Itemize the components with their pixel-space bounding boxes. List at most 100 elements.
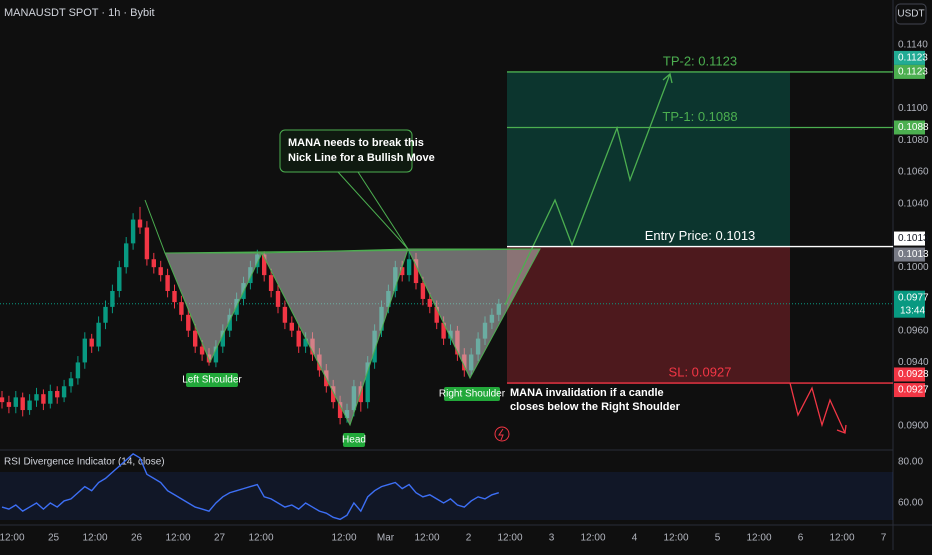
- y-tick-label: 0.1140: [898, 40, 928, 51]
- candle-body: [165, 275, 170, 291]
- candle-body: [193, 330, 198, 347]
- y-tick-label: 0.0900: [898, 421, 929, 432]
- x-tick-label: 12:00: [331, 533, 356, 544]
- event-icon-bolt: [498, 428, 504, 441]
- bear-arrowhead: [836, 424, 847, 434]
- y-tick-label: 0.1040: [898, 198, 929, 209]
- candle-body: [220, 330, 225, 347]
- x-tick-label: 12:00: [746, 533, 771, 544]
- candle-body: [296, 330, 301, 347]
- pattern-right-shoulder: [407, 248, 541, 380]
- candle-body: [186, 314, 191, 331]
- loss-zone: [507, 246, 790, 384]
- rsi-title: RSI Divergence Indicator (14, close): [4, 457, 165, 468]
- candle-body: [55, 391, 60, 398]
- candle-body: [289, 322, 294, 331]
- candle-body: [117, 267, 122, 291]
- price-badge-label: 0.1013: [898, 249, 929, 260]
- candle-body: [179, 302, 184, 315]
- currency-button[interactable]: [895, 3, 927, 25]
- right-shoulder-label: Right Shoulder: [439, 389, 506, 400]
- price-badge: [894, 290, 925, 318]
- candle-body: [227, 314, 232, 331]
- currency: USDT: [897, 9, 924, 20]
- bull-arrowhead: [662, 72, 673, 84]
- candle-body: [151, 259, 156, 268]
- price-badge: [894, 383, 925, 398]
- candle-body: [331, 386, 336, 403]
- label-box: [444, 387, 500, 401]
- invalidation-text: closes below the Right Shoulder: [510, 401, 681, 413]
- price-badge: [894, 231, 925, 246]
- y-tick-label: 0.0940: [898, 357, 929, 368]
- level-label: TP-1: 0.1088: [662, 109, 737, 124]
- candle-body: [137, 219, 143, 228]
- label-box: [343, 433, 365, 447]
- rsi-band: [0, 472, 893, 520]
- candle-body: [41, 394, 46, 404]
- y-tick-label: 0.1000: [898, 262, 929, 273]
- candle-body: [89, 338, 94, 347]
- candle-body: [158, 267, 163, 276]
- candle-body: [6, 402, 12, 407]
- rsi-line: [1, 452, 499, 521]
- candle-body: [199, 346, 205, 355]
- x-tick-label: 12:00: [663, 533, 688, 544]
- candle-body: [0, 397, 5, 403]
- front-layer: TP-2: 0.1123 TP-1: 0.1088 Entry Price: 0.1…: [507, 50, 929, 398]
- candle-body: [282, 306, 288, 323]
- callout-pointer: [337, 171, 409, 250]
- x-tick-label: 12:00: [580, 533, 605, 544]
- price-badge: [894, 120, 925, 135]
- price-badge-label: 0.0977: [898, 292, 929, 303]
- y-tick-label: 0.1060: [898, 167, 929, 178]
- candle-body: [337, 402, 343, 418]
- price-badge: [894, 247, 925, 262]
- label-box: [186, 373, 238, 387]
- x-tick-label: 26: [131, 533, 143, 544]
- back-layer: 0.1140 0.1100 0.1080 0.1060 0.1040 0.1000 0.09…: [0, 40, 929, 432]
- x-tick-label: 12:00: [82, 533, 107, 544]
- candle-body: [358, 386, 363, 403]
- candle-body: [303, 338, 308, 347]
- price-badge-label: 0.1088: [898, 122, 929, 133]
- y-tick-label: 80.00: [898, 457, 923, 468]
- head-label: Head: [342, 435, 366, 446]
- x-tick-label: Mar: [377, 533, 395, 544]
- candle-body: [365, 362, 370, 403]
- candle-body: [34, 394, 39, 401]
- callout-text: MANA needs to break this: [288, 137, 424, 149]
- x-tick-label: 7: [881, 533, 887, 544]
- trend-line: [144, 199, 166, 254]
- candle-body: [275, 290, 281, 307]
- candle-body: [124, 243, 129, 268]
- candle-body: [268, 275, 274, 291]
- x-tick-label: 5: [715, 533, 721, 544]
- callout-box: [279, 129, 413, 173]
- candle-body: [130, 219, 136, 244]
- x-tick-label: 27: [214, 533, 226, 544]
- price-badge-label: 0.1013: [898, 233, 929, 244]
- candle-body: [144, 227, 150, 260]
- price-badge: [894, 64, 925, 79]
- level-label: SL: 0.0927: [669, 365, 732, 380]
- bear-projection: [789, 382, 846, 434]
- candle-body: [75, 362, 81, 379]
- callout-text: Nick Line for a Bullish Move: [288, 152, 435, 164]
- candle-body: [68, 378, 74, 387]
- bull-projection: [504, 73, 671, 306]
- x-tick-label: 2: [466, 533, 472, 544]
- event-icon[interactable]: [494, 426, 510, 442]
- x-tick-label: 3: [549, 533, 555, 544]
- x-tick-label: 12:00: [414, 533, 439, 544]
- candle-body: [20, 397, 25, 411]
- invalidation-text: MANA invalidation if a candle: [510, 387, 664, 399]
- price-badge-label: 0.0927: [898, 385, 929, 396]
- candle-body: [110, 290, 115, 307]
- candle-body: [441, 322, 446, 339]
- candle-body: [406, 259, 412, 276]
- candle-body: [96, 322, 101, 347]
- candle-body: [434, 306, 439, 323]
- x-tick-label: 12:00: [0, 533, 25, 544]
- candle-body: [420, 283, 426, 299]
